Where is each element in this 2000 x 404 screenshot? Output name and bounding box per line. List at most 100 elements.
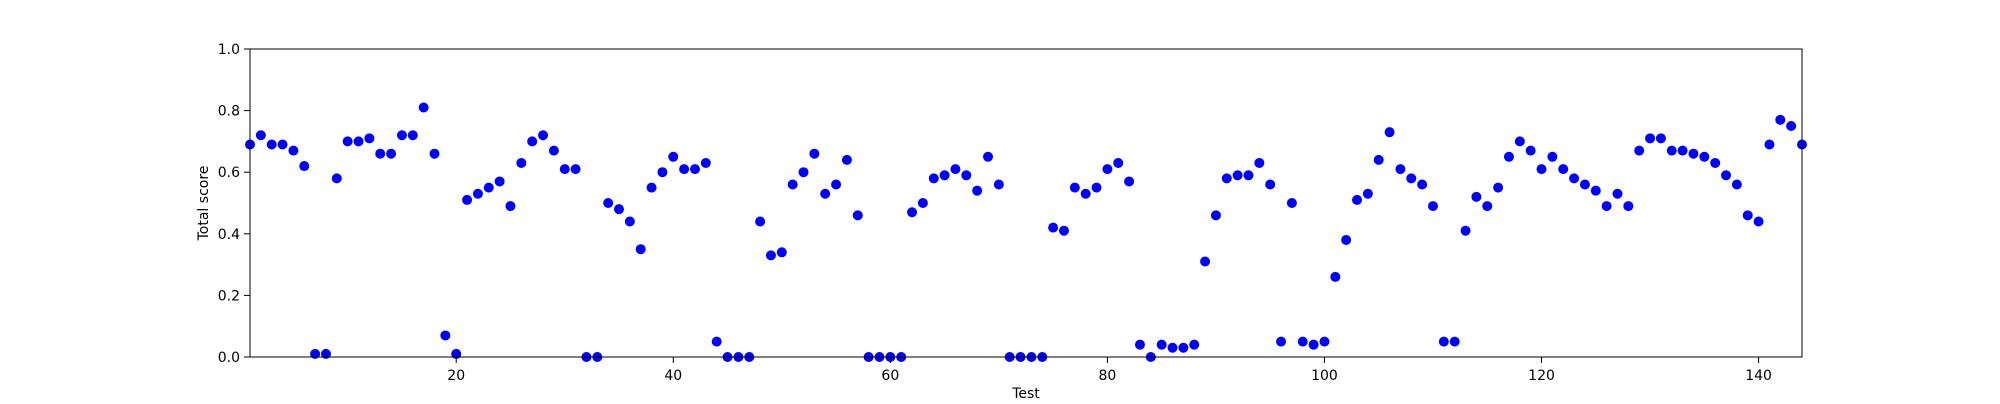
data-point	[1319, 336, 1330, 347]
data-point	[787, 179, 798, 190]
data-point	[1102, 164, 1113, 175]
data-point	[1080, 188, 1091, 199]
data-point	[711, 336, 722, 347]
data-point	[1243, 170, 1254, 181]
data-point	[939, 170, 950, 181]
data-point	[331, 173, 342, 184]
data-point	[1753, 216, 1764, 227]
data-point	[407, 130, 418, 141]
data-points	[245, 102, 1807, 362]
plot-frame	[249, 48, 1803, 358]
data-point	[1297, 336, 1308, 347]
data-point	[624, 216, 635, 227]
x-axis-label: Test	[1011, 386, 1040, 400]
data-point	[1254, 157, 1265, 168]
data-point	[657, 167, 668, 178]
data-point	[1786, 121, 1797, 131]
data-point	[299, 161, 310, 172]
data-point	[1764, 139, 1775, 150]
data-point	[266, 139, 277, 150]
data-point	[831, 179, 842, 190]
data-point	[1493, 182, 1504, 193]
data-point	[1189, 339, 1200, 350]
data-point	[907, 207, 918, 218]
data-point	[1232, 170, 1243, 181]
data-point	[1352, 194, 1363, 205]
data-point	[548, 145, 559, 156]
data-point	[841, 154, 852, 165]
data-point	[689, 164, 700, 175]
data-point	[559, 164, 570, 175]
data-point	[1156, 339, 1167, 350]
data-point	[483, 182, 494, 193]
data-point	[1688, 148, 1699, 159]
data-point	[396, 130, 407, 141]
y-tick-label: 0.2	[218, 288, 240, 304]
data-point	[1525, 145, 1536, 156]
data-point	[1536, 164, 1547, 175]
data-point	[472, 188, 483, 199]
x-tick-label: 140	[1745, 368, 1772, 384]
data-point	[1569, 173, 1580, 184]
y-tick-label: 0.4	[218, 227, 240, 243]
data-point	[1482, 201, 1493, 212]
data-point	[462, 194, 473, 205]
data-point	[1308, 339, 1319, 350]
data-point	[1178, 342, 1189, 353]
data-point	[950, 164, 961, 175]
data-point	[451, 348, 462, 359]
data-point	[614, 204, 625, 215]
data-point	[342, 136, 353, 147]
data-point	[820, 188, 831, 199]
data-point	[993, 179, 1004, 190]
data-point	[700, 157, 711, 168]
data-point	[1265, 179, 1276, 190]
data-point	[527, 136, 538, 147]
x-axis-ticks: 20 40 60 80 100 120 140	[447, 357, 1772, 384]
data-point	[1417, 179, 1428, 190]
data-point	[1341, 234, 1352, 245]
data-point	[1330, 271, 1341, 282]
y-tick-label: 1.0	[218, 42, 240, 58]
data-point	[1601, 201, 1612, 212]
data-point	[1699, 151, 1710, 162]
data-point	[1645, 133, 1656, 144]
data-point	[1438, 336, 1449, 347]
data-point	[1775, 114, 1786, 125]
data-point	[603, 198, 614, 208]
data-point	[1558, 164, 1569, 175]
data-point	[320, 348, 331, 359]
data-point	[1634, 145, 1645, 156]
data-point	[1395, 164, 1406, 175]
data-point	[1124, 176, 1135, 187]
data-point	[776, 247, 787, 258]
data-point	[255, 130, 266, 141]
x-tick-label: 120	[1528, 368, 1555, 384]
data-point	[765, 250, 776, 261]
y-tick-label: 0.0	[218, 350, 240, 366]
data-point	[1449, 336, 1460, 347]
data-point	[1471, 191, 1482, 202]
data-point	[1373, 154, 1384, 165]
data-point	[418, 102, 429, 113]
data-point	[646, 182, 657, 193]
data-point	[1655, 133, 1666, 144]
data-point	[1048, 222, 1059, 233]
data-point	[1058, 225, 1069, 236]
data-point	[288, 145, 299, 156]
y-axis-label: Total score	[196, 166, 212, 242]
data-point	[1460, 225, 1471, 236]
x-tick-label: 80	[1098, 368, 1116, 384]
data-point	[635, 244, 646, 255]
data-point	[679, 164, 690, 175]
data-point	[440, 330, 451, 341]
data-point	[1362, 188, 1373, 199]
data-point	[755, 216, 766, 227]
y-axis-ticks: 0.0 0.2 0.4 0.6 0.8 1.0	[218, 42, 250, 366]
data-point	[668, 151, 679, 162]
data-point	[375, 148, 386, 159]
data-point	[1384, 127, 1395, 138]
data-point	[1134, 339, 1145, 350]
